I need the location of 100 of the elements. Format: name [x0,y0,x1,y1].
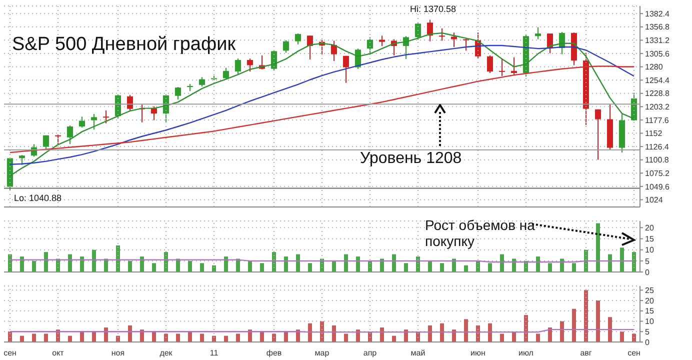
bar [536,256,540,272]
candlestick [331,40,337,62]
y-tick-label: 10 [645,317,654,326]
candlestick [535,26,541,40]
candlestick [127,94,133,112]
bar [596,300,600,342]
bar [428,325,432,342]
candlestick [595,108,601,160]
y-tick-label: 10 [645,246,654,255]
bar [32,334,36,342]
candlestick [175,86,181,100]
x-tick-label: май [410,348,426,358]
candlestick [295,33,301,45]
bar [584,290,588,342]
bar [452,258,456,272]
candlestick [343,55,349,84]
y-tick-label: 25 [645,286,654,295]
y-tick-label: 1254.4 [645,76,670,85]
bar [164,334,168,342]
bar [92,250,96,272]
candlestick [439,28,445,42]
x-tick-label: июн [470,348,486,358]
y-tick-label: 1203.2 [645,102,670,112]
y-tick-label: 15 [645,234,654,244]
bar [560,258,564,272]
bar [260,263,264,272]
y-tick-label: 1228.8 [645,89,670,98]
bar [344,334,348,342]
y-tick-label: 1177.6 [645,116,670,125]
candlestick [223,67,229,80]
y-tick-label: 1126.4 [645,142,670,152]
bar [632,334,636,342]
bar [380,327,384,342]
y-tick-label: 1356.8 [645,22,670,32]
bar [284,332,288,342]
y-tick-label: 0 [645,268,650,277]
candlestick [103,110,109,124]
annotation: Hi: 1370.58 [410,4,456,14]
bar [428,260,432,272]
x-tick-label: сен [4,348,16,358]
text: S&P 500 Дневной график [12,34,236,56]
bar [260,332,264,342]
bar [332,260,336,272]
y-tick-label: 5 [645,256,650,266]
bar [80,332,84,342]
candlestick [247,58,253,72]
y-tick-label: 1075.2 [645,168,670,178]
candlestick [427,19,433,42]
candlestick [307,35,313,60]
bar [188,260,192,272]
x-tick-label: мар [314,348,330,358]
bar [596,223,600,272]
candlestick [67,124,73,145]
bar [404,263,408,272]
bar [620,248,624,272]
y-tick-label: 1024 [645,196,664,205]
bar [536,334,540,342]
y-tick-label: 1280 [645,62,664,72]
bar [104,327,108,342]
bar [152,263,156,272]
bar [512,258,516,272]
y-tick-label: 1382.4 [645,9,670,18]
bar [548,263,552,272]
bar [44,334,48,342]
candlestick [151,106,157,121]
bar [560,321,564,342]
y-tick-label: 0 [645,338,650,347]
x-tick-label: ноя [111,348,125,358]
bar [332,325,336,342]
candlestick [43,134,49,150]
y-tick-label: 1100.8 [645,156,670,165]
bar [572,263,576,272]
bar [632,252,636,272]
candlestick [55,134,61,145]
bar [128,325,132,342]
y-tick-label: 1331.2 [645,36,670,46]
annotation: Уровень 1208 [360,150,462,168]
bar [236,334,240,342]
bar [380,258,384,272]
bar [488,323,492,342]
bar [392,254,396,272]
annotation: Lo: 1040.88 [14,193,62,204]
y-tick-label: 5 [645,327,650,336]
bar [500,334,504,342]
bar [188,332,192,342]
x-tick-label: авг [580,348,592,358]
candlestick [511,56,517,76]
bar [488,263,492,272]
x-tick-label: дек [160,348,173,358]
bar [464,265,468,272]
bar [440,323,444,342]
candlestick [499,58,505,77]
bar [284,256,288,272]
bar [200,334,204,342]
bar [464,319,468,342]
candlestick [283,40,289,54]
candlestick [199,76,205,88]
y-tick-label: 15 [645,306,654,316]
x-tick-label: 11 [210,348,219,358]
y-tick-label: 1049.6 [645,182,670,192]
